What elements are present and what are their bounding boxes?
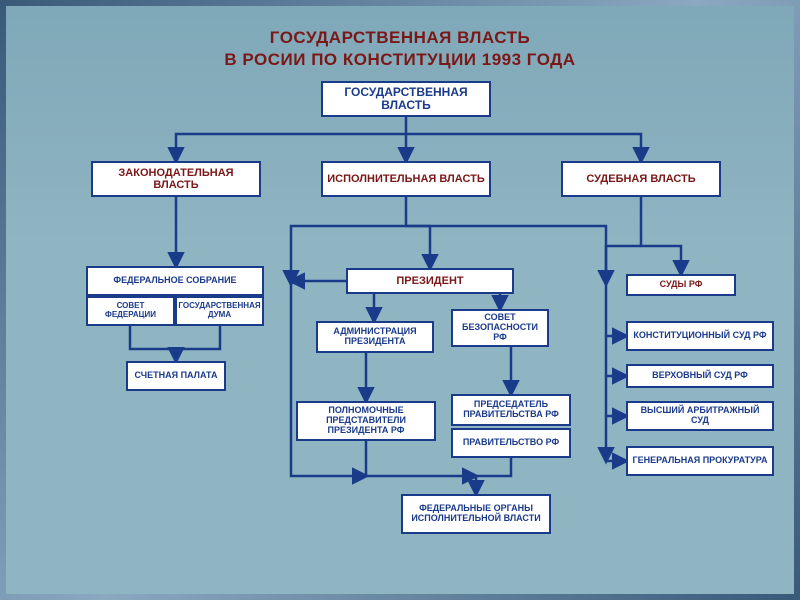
node-predprav: ПРЕДСЕДАТЕЛЬ ПРАВИТЕЛЬСТВА РФ — [451, 394, 571, 426]
node-sovfed: СОВЕТ ФЕДЕРАЦИИ — [86, 296, 175, 326]
node-schet: СЧЕТНАЯ ПАЛАТА — [126, 361, 226, 391]
title-line-1: ГОСУДАРСТВЕННАЯ ВЛАСТЬ — [6, 28, 794, 48]
node-arbitr: ВЫСШИЙ АРБИТРАЖНЫЙ СУД — [626, 401, 774, 431]
node-verh: ВЕРХОВНЫЙ СУД РФ — [626, 364, 774, 388]
node-fedsobr: ФЕДЕРАЛЬНОЕ СОБРАНИЕ — [86, 266, 264, 296]
diagram-canvas: ГОСУДАРСТВЕННАЯ ВЛАСТЬ В РОСИИ ПО КОНСТИ… — [6, 6, 794, 594]
node-gosduma: ГОСУДАРСТВЕННАЯ ДУМА — [175, 296, 264, 326]
node-prav: ПРАВИТЕЛЬСТВО РФ — [451, 428, 571, 458]
node-fedorg: ФЕДЕРАЛЬНЫЕ ОРГАНЫ ИСПОЛНИТЕЛЬНОЙ ВЛАСТИ — [401, 494, 551, 534]
title-line-2: В РОСИИ ПО КОНСТИТУЦИИ 1993 ГОДА — [6, 50, 794, 70]
slide-frame: ГОСУДАРСТВЕННАЯ ВЛАСТЬ В РОСИИ ПО КОНСТИ… — [0, 0, 800, 600]
node-root: ГОСУДАРСТВЕННАЯ ВЛАСТЬ — [321, 81, 491, 117]
node-sovbez: СОВЕТ БЕЗОПАСНОСТИ РФ — [451, 309, 549, 347]
node-sudy: СУДЫ РФ — [626, 274, 736, 296]
node-genprok: ГЕНЕРАЛЬНАЯ ПРОКУРАТУРА — [626, 446, 774, 476]
node-polnom: ПОЛНОМОЧНЫЕ ПРЕДСТАВИТЕЛИ ПРЕЗИДЕНТА РФ — [296, 401, 436, 441]
node-konst: КОНСТИТУЦИОННЫЙ СУД РФ — [626, 321, 774, 351]
node-admin: АДМИНИСТРАЦИЯ ПРЕЗИДЕНТА — [316, 321, 434, 353]
node-legis: ЗАКОНОДАТЕЛЬНАЯ ВЛАСТЬ — [91, 161, 261, 197]
node-exec: ИСПОЛНИТЕЛЬНАЯ ВЛАСТЬ — [321, 161, 491, 197]
node-judic: СУДЕБНАЯ ВЛАСТЬ — [561, 161, 721, 197]
node-president: ПРЕЗИДЕНТ — [346, 268, 514, 294]
